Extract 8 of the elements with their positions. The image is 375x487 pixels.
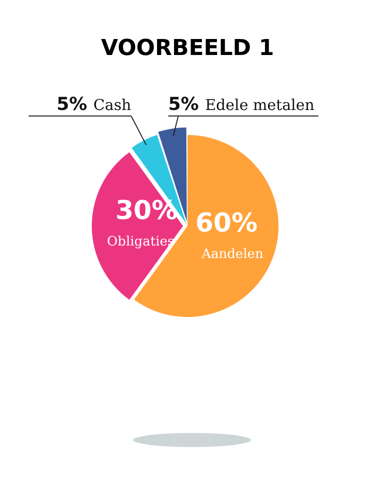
chart-title: VOORBEELD 1 xyxy=(100,36,276,63)
slice-label: Aandelen xyxy=(200,247,264,262)
data-label: 5% xyxy=(168,94,199,115)
data-label: 5% xyxy=(56,94,88,115)
data-label: 60% xyxy=(195,208,258,238)
slice-label: Edele metalen xyxy=(205,96,315,114)
slice-label: Cash xyxy=(93,96,132,114)
slice-label: Obligaties xyxy=(106,234,174,250)
